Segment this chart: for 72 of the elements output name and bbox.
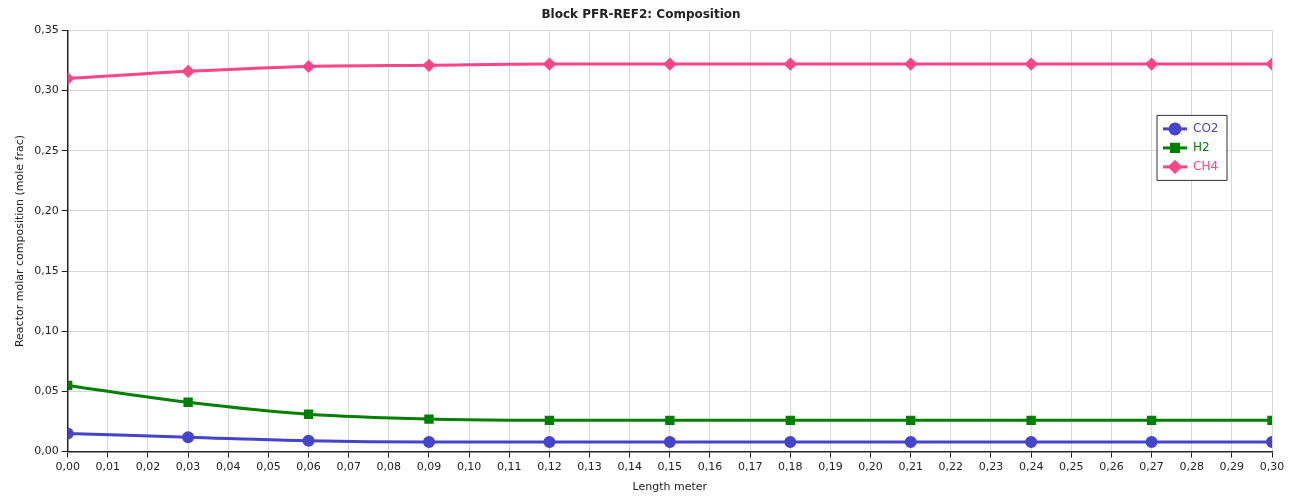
point: [543, 58, 556, 71]
legend-label: CH4: [1193, 159, 1219, 174]
point: [1145, 58, 1158, 71]
point: [1146, 415, 1157, 425]
point: [665, 415, 675, 425]
point: [302, 60, 315, 73]
point: [784, 58, 797, 71]
y-tick-label: 0,20: [34, 203, 59, 217]
x-tick-label: 0,01: [95, 460, 121, 474]
point: [663, 435, 676, 448]
x-tick-label: 0,04: [216, 460, 241, 474]
point: [785, 415, 795, 425]
x-tick-label: 0,06: [296, 460, 321, 474]
point: [302, 434, 315, 447]
point: [544, 415, 555, 425]
x-tick-label: 0,05: [256, 460, 281, 474]
x-tick-label: 0,03: [175, 460, 201, 474]
x-tick-label: 0,29: [1219, 460, 1245, 474]
x-tick-label: 0,23: [978, 460, 1004, 474]
y-tick-label: 0,10: [34, 324, 59, 338]
y-tick-label: 0,00: [34, 444, 59, 458]
x-tick-label: 0,30: [1259, 460, 1285, 474]
point: [904, 58, 917, 71]
point: [182, 65, 195, 78]
y-tick-label: 0,05: [34, 384, 59, 398]
point: [1025, 58, 1038, 71]
chart-title: Block PFR-REF2: Composition: [541, 7, 741, 22]
x-tick-label: 0,08: [376, 460, 402, 474]
x-tick-label: 0,20: [858, 460, 883, 474]
x-tick-label: 0,10: [456, 460, 482, 474]
x-tick-label: 0,02: [135, 460, 161, 474]
point: [1145, 435, 1158, 448]
x-tick-label: 0,21: [898, 460, 923, 474]
y-tick-label: 0,35: [34, 23, 59, 37]
point: [424, 414, 434, 424]
x-tick-label: 0,00: [55, 460, 80, 474]
x-tick-label: 0,14: [617, 460, 642, 474]
point: [422, 59, 435, 72]
x-tick-label: 0,13: [577, 460, 602, 474]
x-tick-label: 0,18: [778, 460, 803, 474]
x-tick-label: 0,26: [1099, 460, 1124, 474]
y-tick-label: 0,25: [34, 143, 59, 157]
legend-label: H2: [1193, 140, 1210, 155]
x-tick-label: 0,12: [537, 460, 562, 474]
legend-label: CO2: [1193, 121, 1219, 136]
x-tick-label: 0,27: [1139, 460, 1164, 474]
x-axis-title: Length meter: [632, 480, 708, 494]
point: [784, 435, 797, 448]
point: [904, 435, 917, 448]
point: [183, 397, 193, 407]
y-tick-label: 0,15: [34, 263, 59, 277]
y-axis-title: Reactor molar composition (mole frac): [13, 134, 27, 348]
x-tick-label: 0,16: [697, 460, 723, 474]
x-tick-label: 0,11: [497, 460, 522, 474]
x-tick-label: 0,25: [1059, 460, 1084, 474]
point: [1025, 435, 1038, 448]
point: [303, 409, 314, 419]
x-tick-label: 0,17: [737, 460, 763, 474]
x-tick-label: 0,07: [336, 460, 361, 474]
y-tick-label: 0,30: [34, 83, 59, 97]
x-tick-label: 0,15: [657, 460, 683, 474]
point: [906, 415, 916, 425]
point: [422, 435, 435, 448]
x-tick-label: 0,19: [818, 460, 843, 474]
x-tick-label: 0,28: [1179, 460, 1204, 474]
point: [1026, 415, 1036, 425]
point: [663, 58, 676, 71]
x-tick-label: 0,22: [938, 460, 964, 474]
x-tick-label: 0,24: [1018, 460, 1044, 474]
point: [543, 435, 556, 448]
point: [182, 431, 195, 444]
x-tick-label: 0,09: [416, 460, 442, 474]
